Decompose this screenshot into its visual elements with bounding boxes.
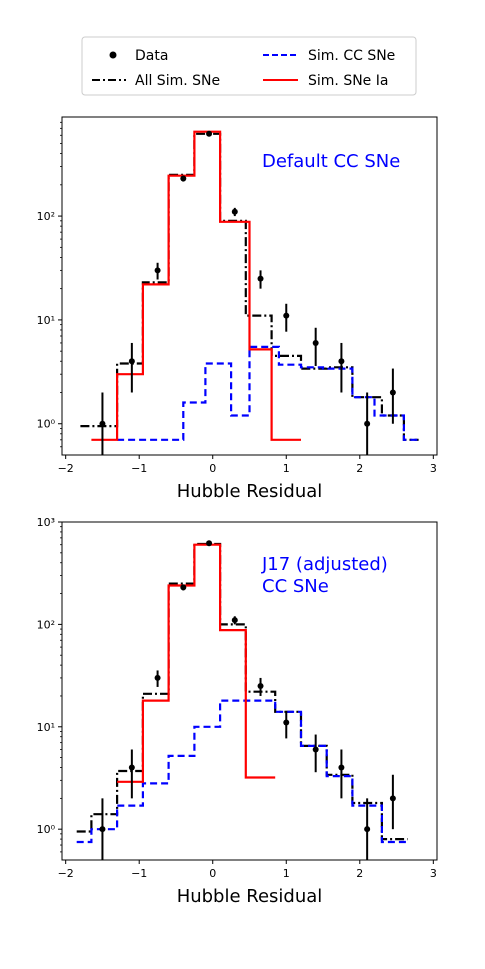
y-tick-label: 10² — [37, 210, 55, 223]
legend-frame — [81, 36, 417, 96]
data-point — [389, 389, 396, 396]
data-point — [128, 764, 135, 771]
x-tick-label: 0 — [209, 462, 216, 475]
series-all-sim-sne — [80, 132, 419, 441]
x-tick-label: 2 — [356, 867, 363, 880]
axes-frame — [61, 116, 438, 456]
x-tick-label: −2 — [58, 867, 74, 880]
data-point — [312, 746, 319, 753]
data-point — [180, 584, 187, 591]
x-axis-title: Hubble Residual — [177, 886, 323, 907]
y-tick-label: 10¹ — [37, 721, 55, 734]
legend-label-data: Data — [135, 48, 168, 64]
data-point — [180, 175, 187, 182]
data-point — [99, 420, 106, 427]
data-point — [154, 674, 161, 681]
data-point — [283, 312, 290, 319]
x-tick-label: 0 — [209, 867, 216, 880]
x-tick-label: 3 — [430, 462, 437, 475]
series-sim-sne-ia — [91, 130, 301, 441]
x-tick-label: 1 — [283, 867, 290, 880]
plot-area — [76, 540, 408, 860]
data-point — [231, 617, 238, 624]
bottom-histogram-panel: −2 −1 0 1 2 3 10⁰ 10¹ 10² 10³ Hubble Residual J17 (… — [37, 516, 438, 907]
series-sim-cc-sne — [117, 345, 419, 441]
x-tick-label: 3 — [430, 867, 437, 880]
x-axis-title: Hubble Residual — [177, 481, 323, 502]
x-tick-label: −1 — [131, 462, 147, 475]
data-point — [99, 826, 106, 833]
data-point — [338, 358, 345, 365]
y-tick-label: 10¹ — [37, 314, 55, 327]
data-point — [364, 826, 371, 833]
plot-area — [80, 130, 419, 455]
axes-frame — [61, 521, 438, 861]
panel-annotation: J17 (adjusted) CC SNe — [261, 554, 388, 597]
y-tick-label: 10² — [37, 618, 55, 631]
data-point — [231, 208, 238, 215]
data-point — [257, 275, 264, 282]
series-sim-sne-ia — [117, 543, 276, 783]
data-point — [364, 420, 371, 427]
data-point — [154, 267, 161, 274]
data-point — [312, 339, 319, 346]
data-point — [206, 540, 213, 547]
data-point — [206, 130, 213, 137]
y-tick-label: 10³ — [37, 516, 55, 529]
data-point — [338, 764, 345, 771]
series-all-sim-sne — [76, 542, 408, 841]
data-point — [257, 683, 264, 690]
y-tick-label: 10⁰ — [37, 823, 56, 836]
top-histogram-panel: −2 −1 0 1 2 3 10⁰ 10¹ 10² Hubble Residual Default … — [37, 116, 438, 502]
legend-data-marker — [109, 51, 117, 59]
y-tick-label: 10⁰ — [37, 418, 56, 431]
x-tick-label: 1 — [283, 462, 290, 475]
legend-label-all-sim: All Sim. SNe — [135, 73, 220, 89]
data-point — [389, 795, 396, 802]
data-point — [283, 719, 290, 726]
x-tick-label: −1 — [131, 867, 147, 880]
x-tick-label: −2 — [58, 462, 74, 475]
data-point — [128, 358, 135, 365]
legend: Data All Sim. SNe Sim. CC SNe Sim. SNe I… — [81, 36, 417, 96]
x-tick-label: 2 — [356, 462, 363, 475]
legend-label-cc: Sim. CC SNe — [308, 48, 395, 64]
panel-annotation: Default CC SNe — [262, 151, 400, 172]
legend-label-ia: Sim. SNe Ia — [308, 73, 388, 89]
